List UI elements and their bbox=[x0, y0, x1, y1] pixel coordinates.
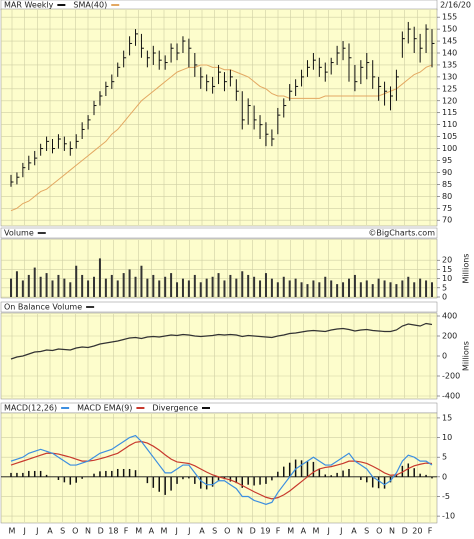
x-tick-label: N bbox=[389, 527, 395, 536]
y-axis-label: Millions bbox=[462, 254, 471, 284]
x-tick-label: M bbox=[287, 527, 294, 536]
y-tick-label: 95 bbox=[442, 156, 452, 165]
y-tick-label: 20 bbox=[442, 256, 452, 265]
panel-header bbox=[0, 227, 438, 239]
y-tick-label: 15 bbox=[442, 265, 452, 274]
x-tick-label: A bbox=[149, 527, 155, 536]
y-tick-label: 140 bbox=[442, 49, 457, 58]
plot-area bbox=[0, 412, 438, 524]
x-tick-label: S bbox=[60, 527, 65, 536]
y-tick-label: 125 bbox=[442, 84, 457, 93]
y-tick-label: 120 bbox=[442, 96, 457, 105]
panel-title: Volume bbox=[4, 229, 34, 238]
y-tick-label: 130 bbox=[442, 72, 457, 81]
x-tick-label: M bbox=[9, 527, 16, 536]
y-tick-label: 150 bbox=[442, 25, 457, 34]
x-tick-label: S bbox=[212, 527, 217, 536]
x-tick-label: S bbox=[364, 527, 369, 536]
y-tick-label: 70 bbox=[442, 216, 452, 225]
x-tick-label: A bbox=[199, 527, 205, 536]
x-tick-label: F bbox=[428, 527, 433, 536]
x-tick-label: 20 bbox=[412, 527, 422, 536]
x-tick-label: O bbox=[224, 527, 230, 536]
y-tick-label: 100 bbox=[442, 144, 457, 153]
legend-entry: MACD EMA(9) bbox=[77, 404, 132, 413]
y-tick-label: 400 bbox=[442, 312, 457, 321]
x-tick-label: F bbox=[276, 527, 281, 536]
sma-line bbox=[10, 64, 433, 212]
panel-title: On Balance Volume bbox=[4, 303, 82, 312]
plot-area bbox=[0, 8, 438, 227]
y-axis-label: Millions bbox=[462, 341, 471, 371]
x-tick-label: 19 bbox=[260, 527, 270, 536]
chart-date: 2/16/20 bbox=[440, 1, 471, 10]
y-tick-label: 155 bbox=[442, 13, 457, 22]
y-tick-label: 80 bbox=[442, 192, 452, 201]
x-tick-label: N bbox=[237, 527, 243, 536]
panel-header bbox=[0, 301, 438, 313]
y-tick-label: 105 bbox=[442, 132, 457, 141]
y-tick-label: -400 bbox=[442, 392, 460, 401]
legend-entry: SMA(40) bbox=[73, 1, 107, 10]
x-tick-label: O bbox=[72, 527, 78, 536]
y-tick-label: 200 bbox=[442, 332, 457, 341]
y-tick-label: 115 bbox=[442, 108, 457, 117]
y-tick-label: 15 bbox=[442, 413, 452, 422]
y-tick-label: 110 bbox=[442, 120, 457, 129]
x-tick-label: J bbox=[326, 527, 329, 536]
x-tick-label: J bbox=[35, 527, 38, 536]
macd-line bbox=[10, 440, 433, 500]
x-tick-label: O bbox=[376, 527, 382, 536]
legend-entry: MAR Weekly bbox=[4, 1, 54, 10]
y-tick-label: 135 bbox=[442, 60, 457, 69]
x-tick-label: 18 bbox=[108, 527, 118, 536]
x-tick-label: D bbox=[250, 527, 256, 536]
y-tick-label: 85 bbox=[442, 180, 452, 189]
y-tick-label: 5 bbox=[442, 283, 447, 292]
y-tick-label: 10 bbox=[442, 433, 452, 442]
y-tick-label: 145 bbox=[442, 37, 457, 46]
x-tick-label: J bbox=[22, 527, 25, 536]
y-tick-label: 0 bbox=[442, 293, 447, 302]
y-tick-label: 0 bbox=[442, 352, 447, 361]
obv-line bbox=[10, 322, 433, 360]
macd-line bbox=[10, 434, 433, 505]
source: ©BigCharts.com bbox=[368, 229, 435, 238]
x-tick-label: J bbox=[339, 527, 342, 536]
x-tick-label: J bbox=[187, 527, 190, 536]
y-tick-label: 10 bbox=[442, 274, 452, 283]
x-tick-label: A bbox=[351, 527, 357, 536]
y-tick-label: 90 bbox=[442, 168, 452, 177]
x-tick-label: D bbox=[402, 527, 408, 536]
x-tick-label: N bbox=[85, 527, 91, 536]
x-tick-label: M bbox=[313, 527, 320, 536]
x-tick-label: F bbox=[124, 527, 129, 536]
y-tick-label: 5 bbox=[442, 453, 447, 462]
panel-header bbox=[0, 0, 438, 11]
x-tick-label: M bbox=[161, 527, 168, 536]
y-tick-label: -5 bbox=[442, 492, 450, 501]
y-tick-label: 75 bbox=[442, 204, 452, 213]
y-tick-label: 0 bbox=[442, 472, 447, 481]
x-tick-label: D bbox=[98, 527, 104, 536]
x-tick-label: M bbox=[135, 527, 142, 536]
legend-entry: Divergence bbox=[152, 404, 198, 413]
legend-entry: MACD(12,26) bbox=[4, 404, 57, 413]
x-tick-label: A bbox=[47, 527, 53, 536]
x-tick-label: A bbox=[301, 527, 307, 536]
y-tick-label: -10 bbox=[442, 512, 455, 521]
x-tick-label: J bbox=[174, 527, 177, 536]
y-tick-label: -200 bbox=[442, 372, 460, 381]
